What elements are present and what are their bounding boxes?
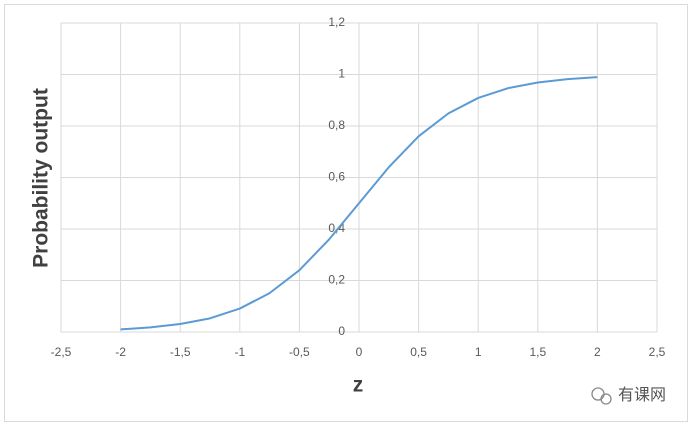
x-tick-label: -2 [115,345,126,359]
y-axis-title: Probability output [30,88,53,268]
x-tick-label: -1 [234,345,245,359]
x-tick-label: -1,5 [170,345,191,359]
x-tick-label: 0 [356,345,363,359]
x-tick-label: 2,5 [649,345,666,359]
y-tick-label: 1 [338,67,345,81]
y-tick-label: 1,2 [328,15,345,29]
x-tick-label: -2,5 [51,345,72,359]
watermark: 有课网 [618,386,666,404]
y-tick-label: 0 [338,324,345,338]
y-tick-label: 0,6 [328,170,345,184]
x-tick-label: -0,5 [289,345,310,359]
chart-border [4,4,688,422]
watermark-icon [591,387,612,405]
line [120,76,598,331]
x-tick-label: 0,5 [410,345,427,359]
x-tick-label: 1,5 [529,345,546,359]
y-tick-label: 0,2 [328,273,345,287]
x-tick-label: 2 [594,345,601,359]
y-tick-label: 0,8 [328,118,345,132]
x-axis-title: z [353,374,364,397]
x-tick-label: 1 [475,345,482,359]
